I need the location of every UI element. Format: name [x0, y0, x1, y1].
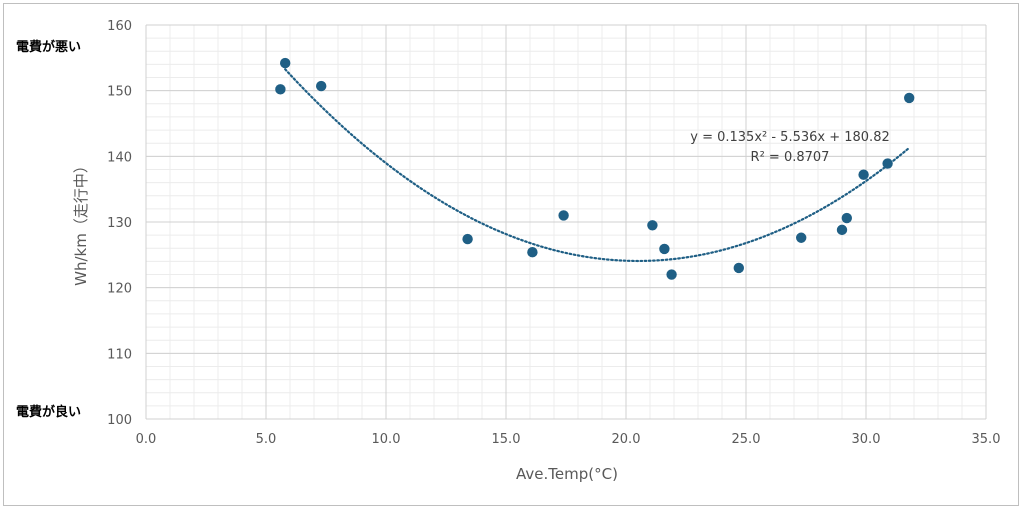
x-axis-title: Ave.Temp(°C)	[516, 465, 618, 483]
chart-frame	[3, 3, 1019, 506]
data-point	[527, 247, 538, 258]
data-point	[836, 224, 848, 236]
trendline	[284, 68, 911, 263]
data-point	[462, 233, 473, 245]
data-point	[280, 57, 291, 69]
data-point	[659, 243, 670, 255]
x-tick-label: 5.0	[256, 432, 277, 447]
data-point	[796, 232, 807, 243]
data-point	[558, 210, 569, 221]
data-points	[275, 57, 915, 280]
x-tick-label: 30.0	[852, 432, 881, 447]
data-point	[316, 80, 327, 92]
bad-efficiency-label: 電費が悪い	[16, 40, 82, 55]
x-tick-label: 25.0	[732, 432, 761, 447]
data-point	[733, 262, 744, 274]
x-tick-label: 10.0	[372, 432, 401, 447]
y-tick-label: 130	[107, 216, 132, 231]
data-point	[841, 212, 852, 224]
x-tick-label: 15.0	[492, 432, 521, 447]
data-point	[647, 220, 658, 231]
y-tick-label: 150	[107, 85, 132, 100]
x-tick-label: 35.0	[972, 432, 1001, 447]
trendline-equation: y = 0.135x² - 5.536x + 180.82	[690, 130, 889, 145]
data-point	[275, 84, 286, 95]
data-point	[904, 92, 915, 104]
major-gridlines	[145, 24, 987, 420]
x-tick-label: 20.0	[612, 432, 641, 447]
data-point	[858, 169, 869, 180]
data-point	[666, 269, 677, 280]
y-tick-label: 160	[107, 19, 132, 34]
y-tick-label: 110	[107, 347, 132, 362]
y-tick-label: 100	[107, 413, 132, 428]
y-tick-labels: 100 110 120 130 140 150 160	[107, 19, 132, 428]
data-point	[882, 158, 893, 169]
good-efficiency-label: 電費が良い	[16, 405, 82, 420]
y-tick-label: 140	[107, 150, 132, 165]
y-tick-label: 120	[107, 282, 132, 297]
x-tick-labels: 0.0 5.0 10.0 15.0 20.0 25.0 30.0 35.0	[136, 432, 1001, 447]
trendline-r-squared: R² = 0.8707	[751, 150, 830, 165]
x-tick-label: 0.0	[136, 432, 157, 447]
y-axis-title: Wh/km（走行中）	[72, 158, 90, 286]
